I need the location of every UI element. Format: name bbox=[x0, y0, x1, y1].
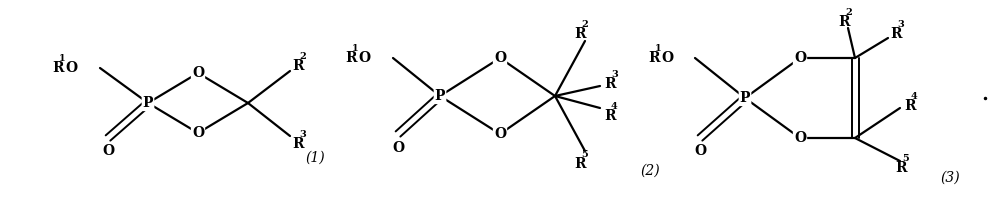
Text: R: R bbox=[904, 99, 916, 113]
Text: 1: 1 bbox=[655, 44, 662, 53]
Text: 4: 4 bbox=[911, 92, 918, 101]
Text: R: R bbox=[890, 27, 902, 41]
Text: 2: 2 bbox=[299, 52, 306, 61]
Text: 4: 4 bbox=[611, 102, 618, 111]
Text: O: O bbox=[192, 126, 204, 140]
Text: 3: 3 bbox=[897, 20, 904, 29]
Text: R: R bbox=[604, 77, 616, 91]
Text: R: R bbox=[574, 157, 586, 171]
Text: P: P bbox=[435, 89, 445, 103]
Text: 1: 1 bbox=[59, 54, 66, 63]
Text: O: O bbox=[494, 51, 506, 65]
Text: O: O bbox=[694, 144, 706, 158]
Text: O: O bbox=[65, 61, 77, 75]
Text: 2: 2 bbox=[581, 20, 588, 29]
Text: O: O bbox=[794, 131, 806, 145]
Text: O: O bbox=[102, 144, 114, 158]
Text: 5: 5 bbox=[902, 154, 909, 163]
Text: R: R bbox=[648, 51, 660, 65]
Text: 3: 3 bbox=[611, 70, 618, 79]
Text: R: R bbox=[604, 109, 616, 123]
Text: (3): (3) bbox=[940, 171, 960, 185]
Text: R: R bbox=[838, 15, 850, 29]
Text: R: R bbox=[895, 161, 906, 175]
Text: R: R bbox=[52, 61, 64, 75]
Text: 3: 3 bbox=[299, 130, 306, 139]
Text: O: O bbox=[192, 66, 204, 80]
Text: R: R bbox=[345, 51, 356, 65]
Text: O: O bbox=[661, 51, 673, 65]
Text: O: O bbox=[392, 141, 404, 155]
Text: R: R bbox=[574, 27, 586, 41]
Text: O: O bbox=[794, 51, 806, 65]
Text: 5: 5 bbox=[581, 150, 588, 159]
Text: P: P bbox=[740, 91, 750, 105]
Text: O: O bbox=[494, 127, 506, 141]
Text: P: P bbox=[143, 96, 153, 110]
Text: (2): (2) bbox=[640, 164, 660, 178]
Text: R: R bbox=[292, 137, 304, 151]
Text: 1: 1 bbox=[352, 44, 359, 53]
Text: R: R bbox=[292, 59, 304, 73]
Text: O: O bbox=[358, 51, 370, 65]
Text: 2: 2 bbox=[845, 8, 852, 17]
Text: (1): (1) bbox=[305, 151, 325, 165]
